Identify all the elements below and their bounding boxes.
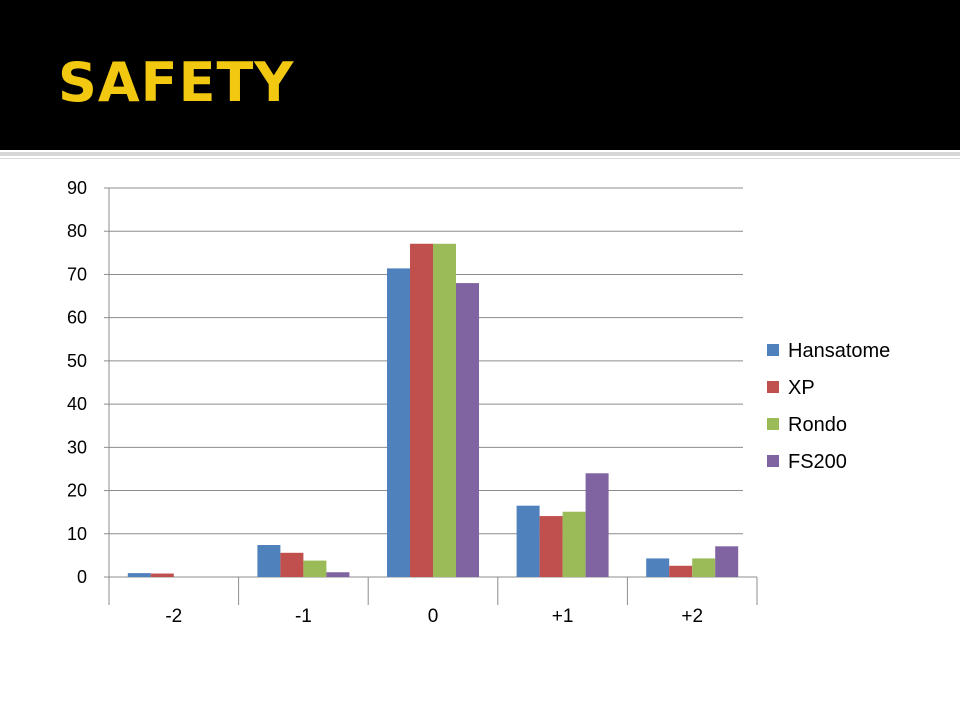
- slide-title: SAFETY: [58, 51, 295, 114]
- x-tick-label: 0: [428, 606, 439, 627]
- legend: Hansatome XP Rondo FS200: [767, 340, 890, 473]
- x-tick-label: -1: [295, 606, 312, 627]
- bar-fs200--1: [326, 572, 350, 577]
- bar-hansatome--1: [257, 545, 281, 577]
- bar-xp-+1: [539, 516, 563, 577]
- bar-rondo--1: [303, 560, 327, 577]
- bar-xp-+2: [669, 565, 693, 577]
- bar-xp--1: [280, 552, 304, 577]
- y-tick-label: 90: [67, 178, 87, 198]
- bar-fs200-+1: [585, 473, 609, 577]
- y-tick-label: 60: [67, 308, 87, 328]
- legend-swatch-hansatome: [767, 344, 779, 356]
- bar-rondo-+2: [692, 558, 716, 577]
- bar-xp-0: [410, 243, 433, 578]
- legend-label-rondo: Rondo: [788, 414, 847, 436]
- y-tick-label: 40: [67, 394, 87, 414]
- legend-label-xp: XP: [788, 377, 815, 399]
- x-tick-label: +2: [681, 606, 703, 627]
- legend-swatch-xp: [767, 381, 779, 393]
- bar-rondo-+1: [562, 511, 586, 577]
- x-tick-label: -2: [165, 606, 182, 627]
- y-tick-label: 0: [77, 567, 87, 587]
- legend-swatch-fs200: [767, 455, 779, 467]
- title-divider: [0, 152, 960, 156]
- legend-swatch-rondo: [767, 418, 779, 430]
- legend-label-hansatome: Hansatome: [788, 340, 890, 362]
- y-tick-label: 70: [67, 264, 87, 284]
- y-tick-label: 50: [67, 351, 87, 371]
- bar-hansatome-+2: [646, 558, 670, 577]
- bar-fs200-0: [456, 283, 479, 577]
- bar-hansatome-+1: [516, 505, 540, 577]
- title-bar: SAFETY: [0, 0, 960, 150]
- y-tick-label: 10: [67, 524, 87, 544]
- tick-labels: 0 10 20 30 40 50 60 70 80 90 -2 -1 0 +1 +2: [67, 178, 703, 627]
- bar-xp--2: [150, 573, 174, 577]
- y-tick-label: 80: [67, 221, 87, 241]
- bar-fs200-+2: [715, 546, 739, 577]
- bar-hansatome-0: [387, 268, 410, 577]
- y-tick-label: 20: [67, 481, 87, 501]
- y-tick-label: 30: [67, 437, 87, 457]
- x-tick-label: +1: [552, 606, 574, 627]
- title-divider-thin: [0, 158, 960, 159]
- bar-hansatome--2: [127, 573, 151, 577]
- bar-rondo-0: [433, 243, 456, 578]
- legend-label-fs200: FS200: [788, 451, 847, 473]
- bars: [127, 243, 739, 578]
